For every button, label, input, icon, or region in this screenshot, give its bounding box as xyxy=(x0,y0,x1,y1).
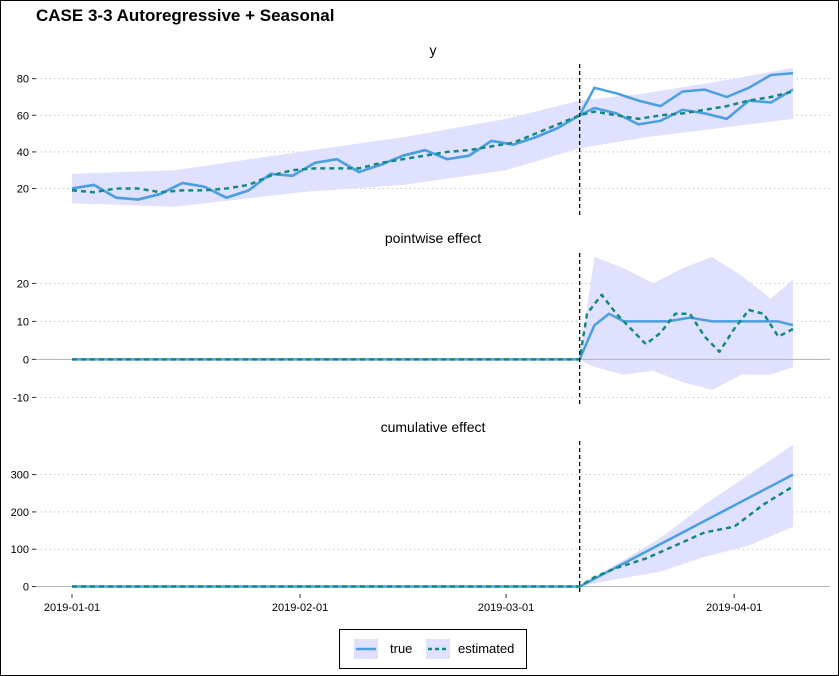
chart-title: CASE 3-3 Autoregressive + Seasonal xyxy=(36,6,335,25)
y-tick-label: 20 xyxy=(17,184,29,196)
x-tick-label: 2019-02-01 xyxy=(272,602,328,614)
legend: true estimated xyxy=(339,629,527,669)
y-tick-label: 100 xyxy=(11,544,29,556)
confidence-band xyxy=(579,256,793,390)
y-tick-label: 0 xyxy=(23,582,29,594)
series-line-estimated xyxy=(71,90,794,194)
y-tick-label: 200 xyxy=(11,507,29,519)
confidence-band xyxy=(579,444,793,587)
legend-label-estimated: estimated xyxy=(458,641,515,656)
panel-title-1: pointwise effect xyxy=(385,230,481,246)
y-tick-label: 40 xyxy=(17,147,29,159)
x-tick-label: 2019-01-01 xyxy=(44,602,100,614)
panel-title-0: y xyxy=(430,42,437,58)
x-tick-label: 2019-04-01 xyxy=(706,602,762,614)
y-tick-label: 20 xyxy=(17,278,29,290)
confidence-band xyxy=(72,67,793,207)
x-tick-label: 2019-03-01 xyxy=(478,602,534,614)
series-line-true xyxy=(72,473,794,588)
panel-title-2: cumulative effect xyxy=(381,419,486,435)
series-line-estimated xyxy=(72,293,794,361)
y-tick-label: 80 xyxy=(17,74,29,86)
y-tick-label: 10 xyxy=(17,316,29,328)
y-tick-label: 60 xyxy=(17,110,29,122)
y-tick-label: 0 xyxy=(23,354,29,366)
y-tick-label: -10 xyxy=(13,392,29,404)
legend-label-true: true xyxy=(390,641,413,656)
y-tick-label: 300 xyxy=(11,470,29,482)
series-line-estimated xyxy=(72,485,794,588)
